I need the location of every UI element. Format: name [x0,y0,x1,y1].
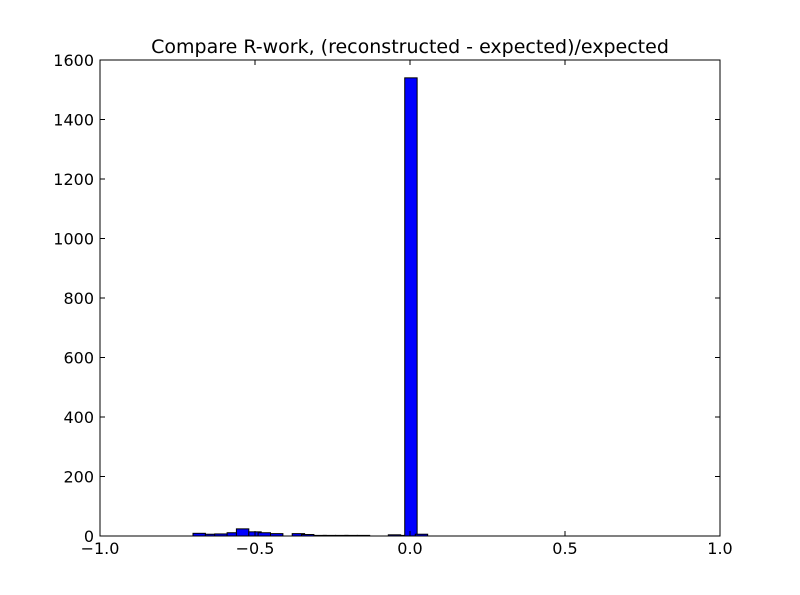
plot-area-frame [99,59,721,537]
y-tick-label: 400 [63,408,94,427]
x-tick-label: 0.5 [552,539,577,558]
y-tick-label: 200 [63,468,94,487]
y-tick-label: 800 [63,289,94,308]
x-tick-label: −1.0 [81,539,120,558]
histogram-bars [192,77,429,537]
histogram-bar [235,528,250,537]
chart-title: Compare R-work, (reconstructed - expecte… [151,36,669,58]
y-tick-label: 1400 [53,111,94,130]
y-tick-label: 1000 [53,230,94,249]
histogram-bar [404,77,418,537]
x-tick-label: −0.5 [236,539,275,558]
y-tick-label: 1600 [53,51,94,70]
y-tick-label: 1200 [53,170,94,189]
x-tick-labels: −1.0 −0.5 0.0 0.5 1.0 [81,539,733,558]
y-tick-labels: 0 200 400 600 800 1000 1200 1400 1600 [53,51,94,546]
x-tick-label: 1.0 [707,539,732,558]
x-tick-label: 0.0 [397,539,422,558]
y-tick-label: 600 [63,349,94,368]
y-tick-label: 0 [84,527,94,546]
